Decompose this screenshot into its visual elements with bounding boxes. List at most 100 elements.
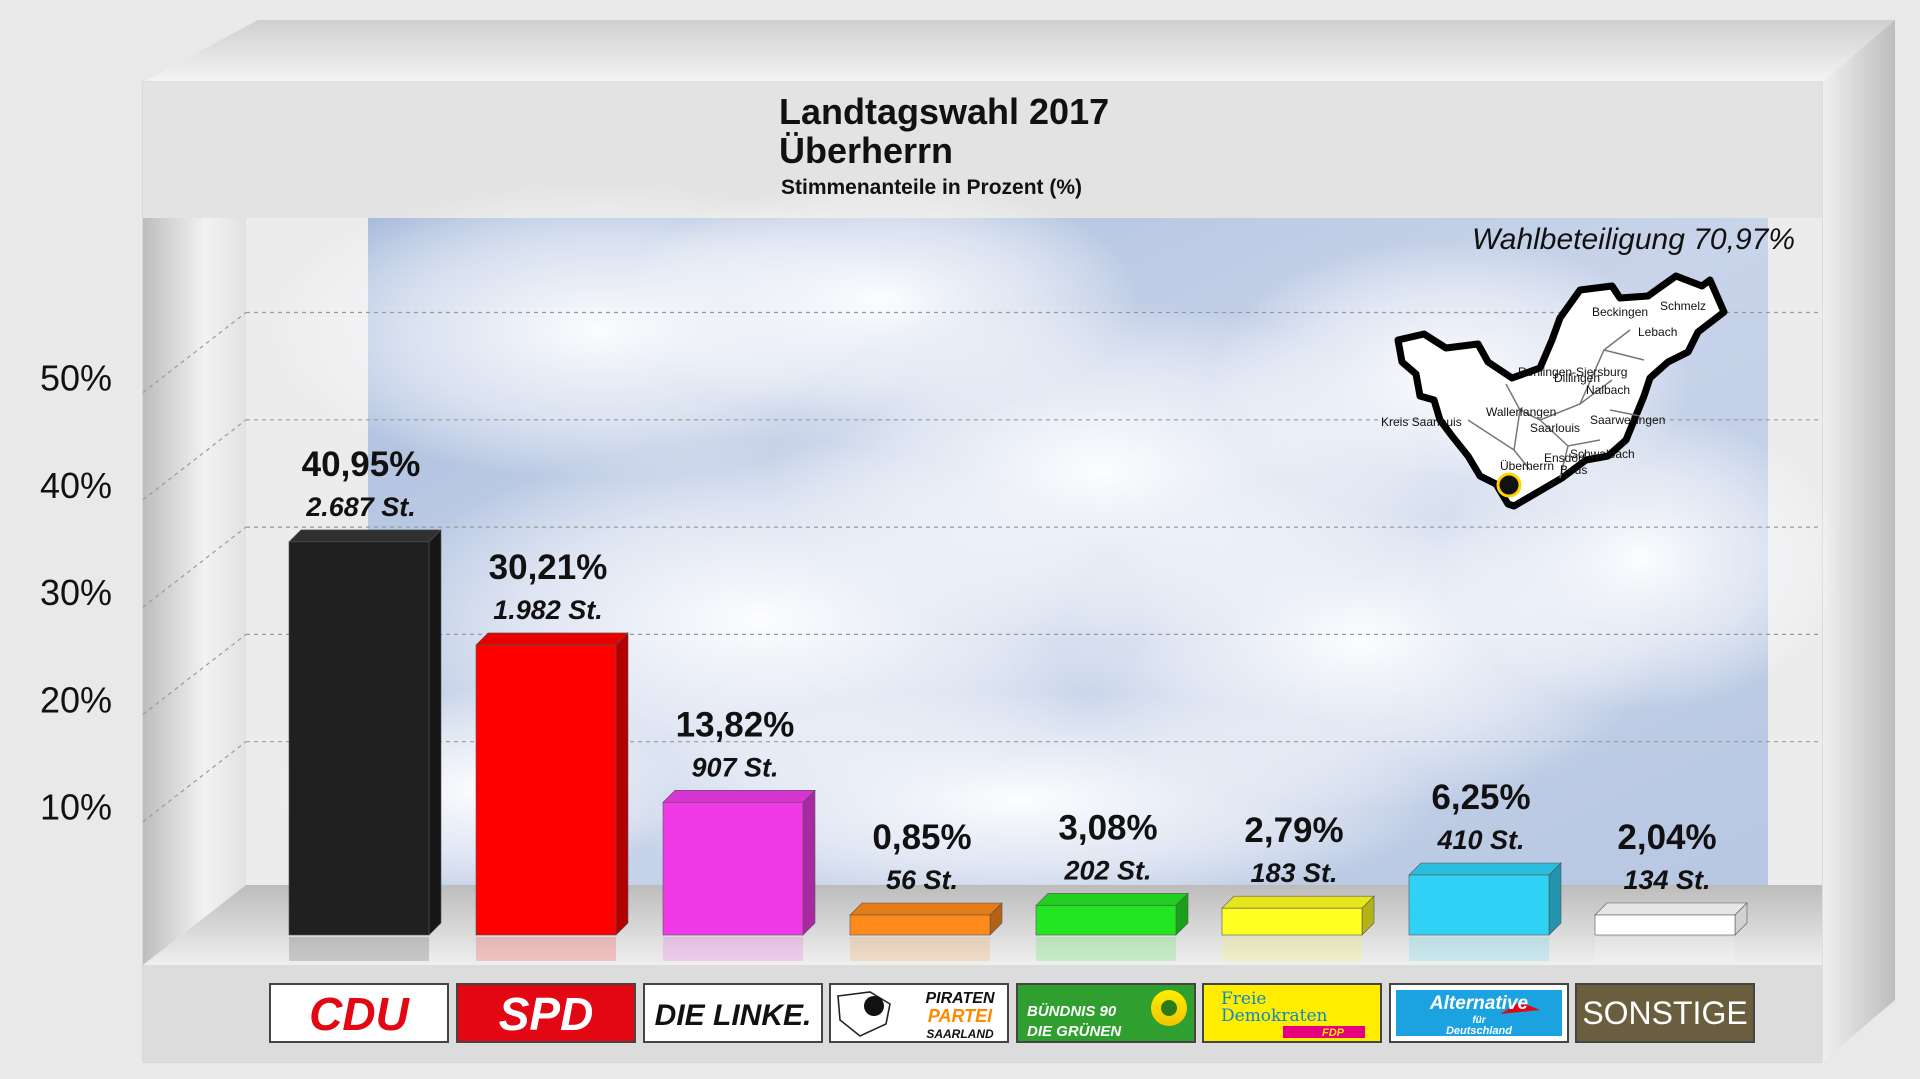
logo-text: FDP xyxy=(1322,1027,1345,1039)
location-marker xyxy=(1496,472,1522,498)
map-town: Dillingen xyxy=(1554,371,1600,385)
votes-label: 202 St. xyxy=(1063,855,1151,885)
map-town: Überherrn xyxy=(1500,459,1554,473)
logo-5: BÜNDNIS 90 DIE GRÜNEN xyxy=(1016,983,1196,1043)
logo-text: SPD xyxy=(499,988,594,1040)
percent-label: 0,85% xyxy=(872,818,971,857)
map-town: Beckingen xyxy=(1592,305,1648,319)
bar-side xyxy=(802,789,816,936)
turnout-label: Wahlbeteiligung 70,97% xyxy=(1472,223,1795,256)
bar-top xyxy=(1408,862,1562,876)
logo-text: BÜNDNIS 90 xyxy=(1027,1003,1117,1020)
logo-text: DIE GRÜNEN xyxy=(1027,1023,1122,1040)
votes-label: 410 St. xyxy=(1436,825,1524,855)
map-label: Kreis Saarlouis xyxy=(1381,415,1462,429)
bar-top xyxy=(288,529,442,543)
bar-front xyxy=(288,541,430,936)
bar-6 xyxy=(1221,895,1375,961)
bar-1 xyxy=(288,529,442,961)
y-tick-label: 50% xyxy=(40,358,112,399)
votes-label: 1.982 St. xyxy=(493,595,603,625)
map-town: Wallerfangen xyxy=(1486,405,1556,419)
logo-8: SONSTIGE xyxy=(1575,983,1755,1043)
y-tick-label: 30% xyxy=(40,572,112,613)
votes-label: 56 St. xyxy=(886,865,958,895)
bar-reflection xyxy=(850,937,990,961)
frame-right-face xyxy=(1822,20,1895,1062)
bar-4 xyxy=(849,902,1003,961)
bar-reflection xyxy=(1036,937,1176,961)
map-town: Lebach xyxy=(1638,325,1677,339)
bar-top xyxy=(849,902,1003,916)
bar-reflection xyxy=(1222,937,1362,961)
sunflower-center xyxy=(1161,1000,1177,1016)
bars xyxy=(288,529,1748,961)
logo-text: SAARLAND xyxy=(926,1027,994,1041)
bar-front xyxy=(662,802,804,936)
bar-front xyxy=(1035,905,1177,936)
gridlines xyxy=(142,311,1822,823)
bar-5 xyxy=(1035,892,1189,961)
map-town: Saarlouis xyxy=(1530,421,1580,435)
data-labels: 40,95% 2.687 St. 30,21% 1.982 St. 13,82% 907 … xyxy=(302,445,1717,895)
logo-text: Deutschland xyxy=(1446,1025,1512,1037)
municipality-borders xyxy=(1467,329,1645,479)
votes-label: 907 St. xyxy=(691,752,778,782)
bar-reflection xyxy=(476,937,616,961)
percent-label: 3,08% xyxy=(1058,808,1157,847)
votes-label: 134 St. xyxy=(1623,865,1710,895)
party-logos: CDU SPD DIE LINKE.PIRATENPARTEISAARLANDBÜN… xyxy=(269,983,1755,1043)
bar-front xyxy=(1221,907,1363,936)
arrow-icon xyxy=(1500,1002,1540,1014)
logo-text: Demokraten xyxy=(1221,1006,1328,1026)
logo-box xyxy=(1575,983,1755,1043)
y-tick-label: 40% xyxy=(40,465,112,506)
y-tick-label: 10% xyxy=(40,787,112,828)
bar-8 xyxy=(1594,902,1748,961)
percent-label: 2,79% xyxy=(1244,811,1343,850)
votes-label: 2.687 St. xyxy=(305,492,416,522)
chart-title: Landtagswahl 2017 xyxy=(779,91,1109,132)
logo-text: CDU xyxy=(309,988,410,1040)
y-tick-label: 20% xyxy=(40,679,112,720)
frame-top-face xyxy=(143,20,1895,82)
pirate-flag-icon xyxy=(864,996,884,1016)
percent-label: 40,95% xyxy=(302,445,421,484)
bar-side xyxy=(1548,862,1562,936)
plot-side-wall xyxy=(143,218,246,965)
bar-front xyxy=(475,644,617,936)
map-town: Ensdorf xyxy=(1544,451,1586,465)
bar-front xyxy=(1594,914,1736,936)
logo-box xyxy=(269,983,449,1043)
bar-front xyxy=(1408,874,1550,936)
bar-side xyxy=(428,529,442,936)
bar-front xyxy=(849,914,991,936)
fdp-bar xyxy=(1283,1026,1365,1038)
percent-label: 13,82% xyxy=(676,705,795,744)
logo-1: CDU xyxy=(269,983,449,1043)
logo-text: DIE LINKE. xyxy=(655,999,812,1032)
map-town: Schmelz xyxy=(1660,299,1706,313)
district-outline xyxy=(1394,272,1728,510)
logo-2: SPD xyxy=(456,983,636,1043)
percent-label: 30,21% xyxy=(489,548,608,587)
bar-top xyxy=(1035,893,1189,906)
bar-3 xyxy=(662,789,816,961)
bar-top xyxy=(1221,895,1375,909)
bar-reflection xyxy=(289,937,429,961)
map-town: Schwalbach xyxy=(1570,447,1635,461)
logo-text: SONSTIGE xyxy=(1582,995,1747,1031)
logo-text: PARTEI xyxy=(928,1006,993,1026)
inset-map: Rehlingen-Siersburg Dillingen Saarlouis … xyxy=(1381,272,1728,510)
bar-2 xyxy=(475,632,629,961)
afd-banner xyxy=(1396,1014,1562,1036)
bar-reflection xyxy=(1409,937,1549,961)
percent-label: 2,04% xyxy=(1617,818,1716,857)
bar-top xyxy=(475,632,629,646)
bar-7 xyxy=(1408,862,1562,961)
logo-3: DIE LINKE. xyxy=(643,983,823,1043)
map-town: Rehlingen-Siersburg xyxy=(1518,365,1627,379)
